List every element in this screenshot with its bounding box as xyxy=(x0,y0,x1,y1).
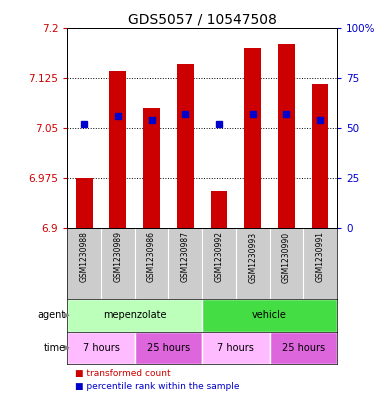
Bar xyxy=(135,332,202,364)
Bar xyxy=(244,48,261,228)
Text: GSM1230991: GSM1230991 xyxy=(316,231,325,283)
Text: 25 hours: 25 hours xyxy=(281,343,325,353)
Text: time: time xyxy=(44,343,65,353)
Text: agent: agent xyxy=(37,310,65,320)
Title: GDS5057 / 10547508: GDS5057 / 10547508 xyxy=(128,12,276,26)
Text: GSM1230987: GSM1230987 xyxy=(181,231,190,283)
Bar xyxy=(202,332,270,364)
Bar xyxy=(278,44,295,228)
Bar xyxy=(109,71,126,228)
Bar xyxy=(76,178,93,228)
Text: mepenzolate: mepenzolate xyxy=(103,310,166,320)
Text: ■ transformed count: ■ transformed count xyxy=(75,369,171,378)
Text: vehicle: vehicle xyxy=(252,310,287,320)
Bar xyxy=(67,332,135,364)
Text: GSM1230990: GSM1230990 xyxy=(282,231,291,283)
Bar xyxy=(177,64,194,228)
Text: ■ percentile rank within the sample: ■ percentile rank within the sample xyxy=(75,382,239,391)
Bar xyxy=(270,332,337,364)
Text: GSM1230989: GSM1230989 xyxy=(114,231,122,283)
Text: GSM1230986: GSM1230986 xyxy=(147,231,156,283)
Bar xyxy=(211,191,228,228)
Text: GSM1230992: GSM1230992 xyxy=(214,231,223,283)
Bar xyxy=(311,84,328,228)
Text: 7 hours: 7 hours xyxy=(83,343,119,353)
Text: 7 hours: 7 hours xyxy=(218,343,254,353)
Bar xyxy=(202,299,337,332)
Text: 25 hours: 25 hours xyxy=(147,343,190,353)
Bar xyxy=(143,108,160,228)
Bar xyxy=(67,299,202,332)
Text: GSM1230993: GSM1230993 xyxy=(248,231,257,283)
Text: GSM1230988: GSM1230988 xyxy=(80,231,89,282)
